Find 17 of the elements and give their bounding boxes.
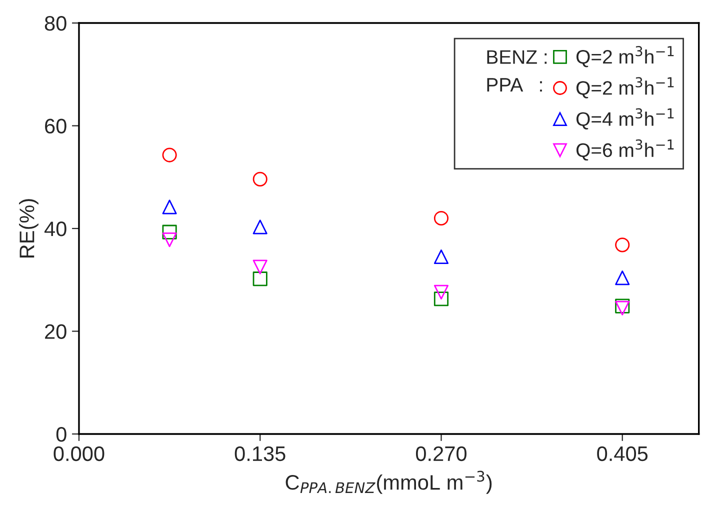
legend-label: Q=2 m$^{3}$h$^{−1}$ [576, 77, 674, 98]
annotation: PPA : [487, 78, 542, 92]
x-tick-label: 0.000 [54, 446, 104, 462]
y-tick-label: 0 [56, 426, 66, 442]
x-tick-label: 0.270 [416, 446, 466, 462]
annotation: BENZ : [487, 50, 547, 64]
y-axis-title: RE(%) [19, 199, 38, 258]
legend-label: Q=2 m$^{3}$h$^{−1}$ [576, 46, 674, 68]
y-tick-label: 20 [45, 324, 66, 339]
legend-label: Q=6 m$^{3}$h$^{−1}$ [576, 139, 674, 161]
y-tick-label: 40 [44, 222, 66, 236]
y-tick-label: 80 [44, 16, 66, 31]
x-axis-title: C$_{PPA.BENZ}$(mmoL m$^{−3}$) [286, 470, 492, 494]
x-tick-label: 0.405 [597, 446, 648, 462]
legend-label: Q=4 m$^{3}$h$^{−1}$ [576, 108, 674, 130]
y-tick-label: 60 [45, 118, 66, 134]
x-tick-label: 0.135 [234, 446, 286, 462]
